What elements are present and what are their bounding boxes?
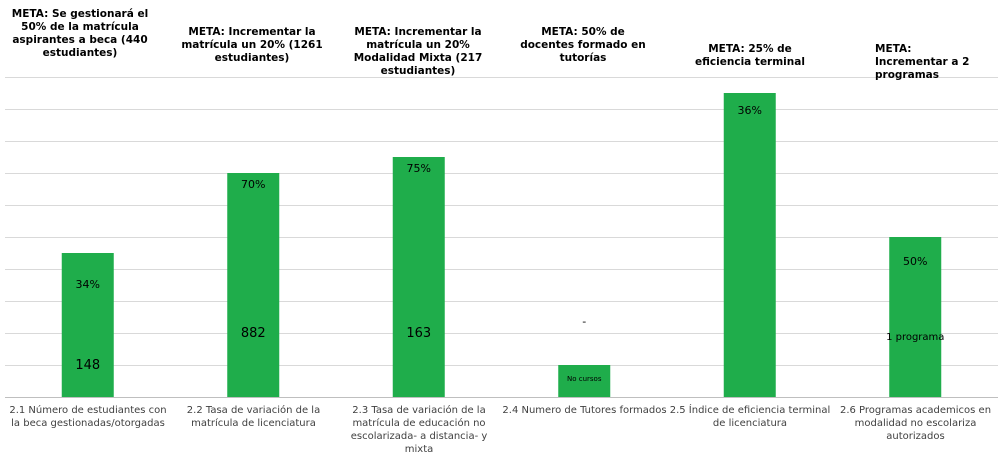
bar [392, 157, 445, 397]
bar [61, 253, 114, 397]
percent-label: 34% [75, 278, 100, 291]
percent-label: 70% [241, 178, 266, 191]
count-label: 163 [406, 326, 432, 341]
x-tick-label: 2.1 Número de estudiantes con la beca ge… [9, 405, 167, 429]
goal-note: META: Incrementar la matrícula un 20% (1… [181, 26, 323, 64]
x-tick-label: 2.4 Numero de Tutores formados [502, 405, 667, 416]
bar [723, 93, 776, 397]
count-label: No cursos [567, 375, 602, 383]
x-tick-label: 2.6 Programas academicos en modalidad no… [839, 405, 992, 442]
percent-label: 50% [903, 255, 928, 268]
x-tick-label: 2.3 Tasa de variación de la matrícula de… [350, 405, 488, 455]
percent-label: 75% [406, 162, 431, 175]
goal-note: META: Se gestionará el 50% de la matrícu… [11, 8, 149, 59]
bar [227, 173, 280, 397]
goal-note: META: 50% de docentes formado en tutoría… [520, 26, 646, 64]
x-tick-label: 2.2 Tasa de variación de la matrícula de… [186, 405, 321, 429]
count-label: 1 programa [886, 332, 945, 343]
count-label: 882 [240, 326, 266, 341]
count-label: 148 [75, 358, 101, 373]
percent-label: - [582, 315, 587, 328]
goal-note: META: Incrementar a 2 programas [875, 43, 970, 81]
goal-note: META: 25% de eficiencia terminal [695, 43, 805, 68]
percent-label: 36% [737, 104, 762, 117]
bar [889, 237, 942, 397]
bar [558, 365, 611, 397]
x-tick-label: 2.5 Índice de eficiencia terminal de lic… [669, 405, 831, 429]
goal-note: META: Incrementar la matrícula un 20% Mo… [353, 26, 483, 77]
